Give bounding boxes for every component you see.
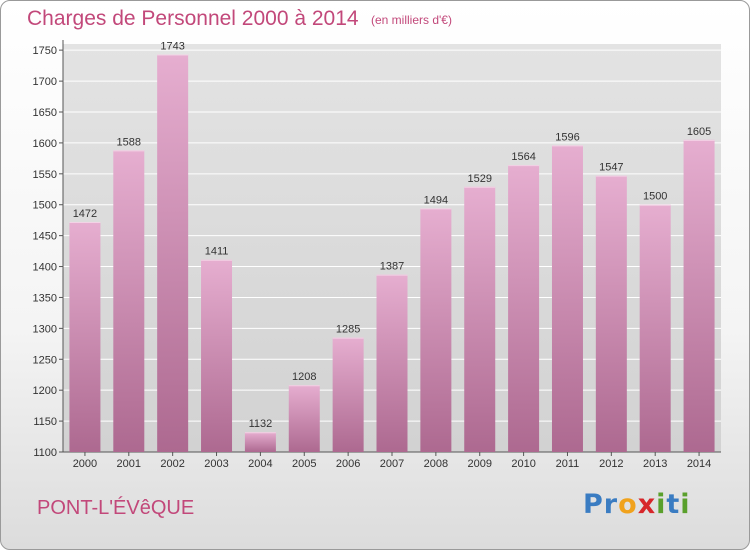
bar: [157, 54, 189, 452]
y-tick-label: 1150: [33, 416, 57, 428]
bar-value-label: 1285: [336, 324, 360, 336]
bar: [288, 385, 320, 452]
bar-value-label: 1472: [73, 208, 97, 220]
x-tick-label: 2002: [160, 458, 184, 470]
x-tick-label: 2003: [204, 458, 228, 470]
y-tick-label: 1650: [33, 107, 57, 119]
bar: [595, 175, 627, 452]
x-tick-label: 2001: [117, 458, 141, 470]
y-tick-label: 1100: [33, 447, 57, 459]
y-tick-label: 1300: [33, 323, 57, 335]
y-tick-label: 1600: [33, 138, 57, 150]
bar: [69, 222, 101, 452]
logo-letter: x: [637, 489, 657, 520]
y-tick-label: 1500: [33, 200, 57, 212]
x-tick-label: 2005: [292, 458, 316, 470]
bar-value-label: 1596: [555, 131, 579, 143]
bar-value-label: 1387: [380, 261, 404, 273]
bar-value-label: 1547: [599, 162, 623, 174]
bar: [464, 186, 496, 453]
y-tick-label: 1400: [33, 262, 57, 274]
logo-letter: r: [603, 489, 619, 520]
bar: [420, 208, 452, 452]
x-tick-label: 2007: [380, 458, 404, 470]
y-tick-label: 1550: [33, 169, 57, 181]
logo-letter: i: [680, 489, 691, 520]
chart-unit-label: (en milliers d'€): [371, 13, 452, 27]
bar-value-label: 1605: [687, 126, 711, 138]
bar: [244, 432, 276, 452]
y-tick-label: 1350: [33, 292, 57, 304]
bar-value-label: 1411: [205, 246, 229, 258]
x-tick-label: 2012: [599, 458, 623, 470]
bar-value-label: 1494: [424, 194, 448, 206]
bar-value-label: 1743: [160, 41, 184, 53]
x-tick-label: 2010: [511, 458, 535, 470]
x-tick-label: 2004: [248, 458, 272, 470]
bar-value-label: 1500: [643, 191, 667, 203]
x-tick-label: 2011: [556, 458, 580, 470]
proxiti-logo: Proxiti: [583, 489, 691, 520]
x-tick-label: 2009: [467, 458, 491, 470]
y-tick-label: 1200: [33, 385, 57, 397]
bar: [201, 259, 233, 452]
y-tick-label: 1250: [33, 354, 57, 366]
bar-value-label: 1564: [511, 151, 535, 163]
bar-value-label: 1208: [292, 371, 316, 383]
location-name: PONT-L'ÉVêQUE: [37, 497, 195, 519]
x-tick-label: 2013: [643, 458, 667, 470]
bar: [332, 337, 364, 452]
bar: [683, 139, 715, 452]
bar: [551, 145, 583, 452]
logo-letter: o: [618, 489, 638, 520]
bar-value-label: 1529: [467, 173, 491, 185]
bar: [376, 274, 408, 452]
bar: [639, 204, 671, 452]
x-tick-label: 2014: [687, 458, 711, 470]
bar-value-label: 1588: [117, 136, 141, 148]
chart-title: Charges de Personnel 2000 à 2014: [27, 7, 359, 30]
bar: [113, 150, 145, 452]
y-tick-label: 1450: [33, 231, 57, 243]
x-tick-label: 2006: [336, 458, 360, 470]
bar-value-label: 1132: [249, 418, 273, 430]
bar: [508, 165, 540, 452]
x-tick-label: 2008: [424, 458, 448, 470]
y-tick-label: 1700: [33, 76, 57, 88]
logo-letter: i: [656, 489, 667, 520]
logo-letter: t: [666, 489, 681, 520]
logo-letter: P: [583, 489, 604, 520]
y-tick-label: 1750: [33, 45, 57, 57]
x-tick-label: 2000: [73, 458, 97, 470]
